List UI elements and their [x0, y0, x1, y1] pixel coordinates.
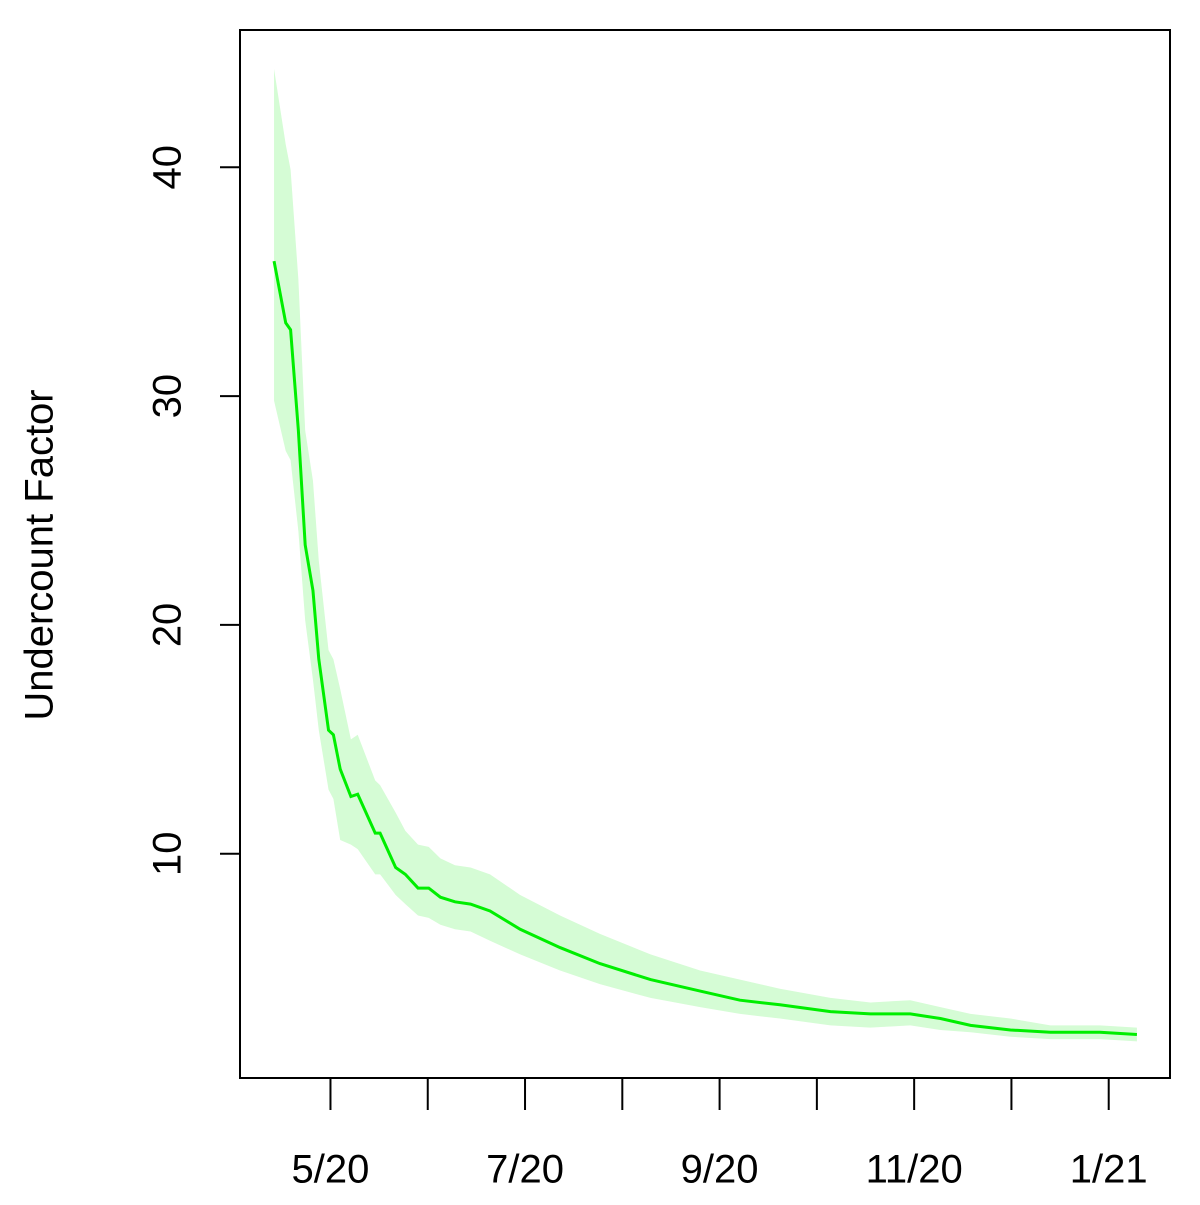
x-tick-label: 9/20 — [681, 1148, 759, 1192]
y-tick-label: 30 — [146, 374, 190, 419]
y-tick-label: 20 — [146, 603, 190, 648]
plot-frame — [239, 29, 1171, 1079]
y-axis-label: Undercount Factor — [18, 389, 62, 720]
y-tick-label: 40 — [146, 145, 190, 190]
x-tick-label: 11/20 — [866, 1148, 963, 1192]
y-tick-label: 10 — [146, 832, 190, 877]
line — [272, 260, 1138, 1037]
x-tick-label: 5/20 — [292, 1148, 370, 1192]
x-tick-label: 7/20 — [486, 1148, 564, 1192]
x-tick-label: 1/21 — [1070, 1148, 1148, 1192]
confidence-band — [274, 68, 1137, 1042]
